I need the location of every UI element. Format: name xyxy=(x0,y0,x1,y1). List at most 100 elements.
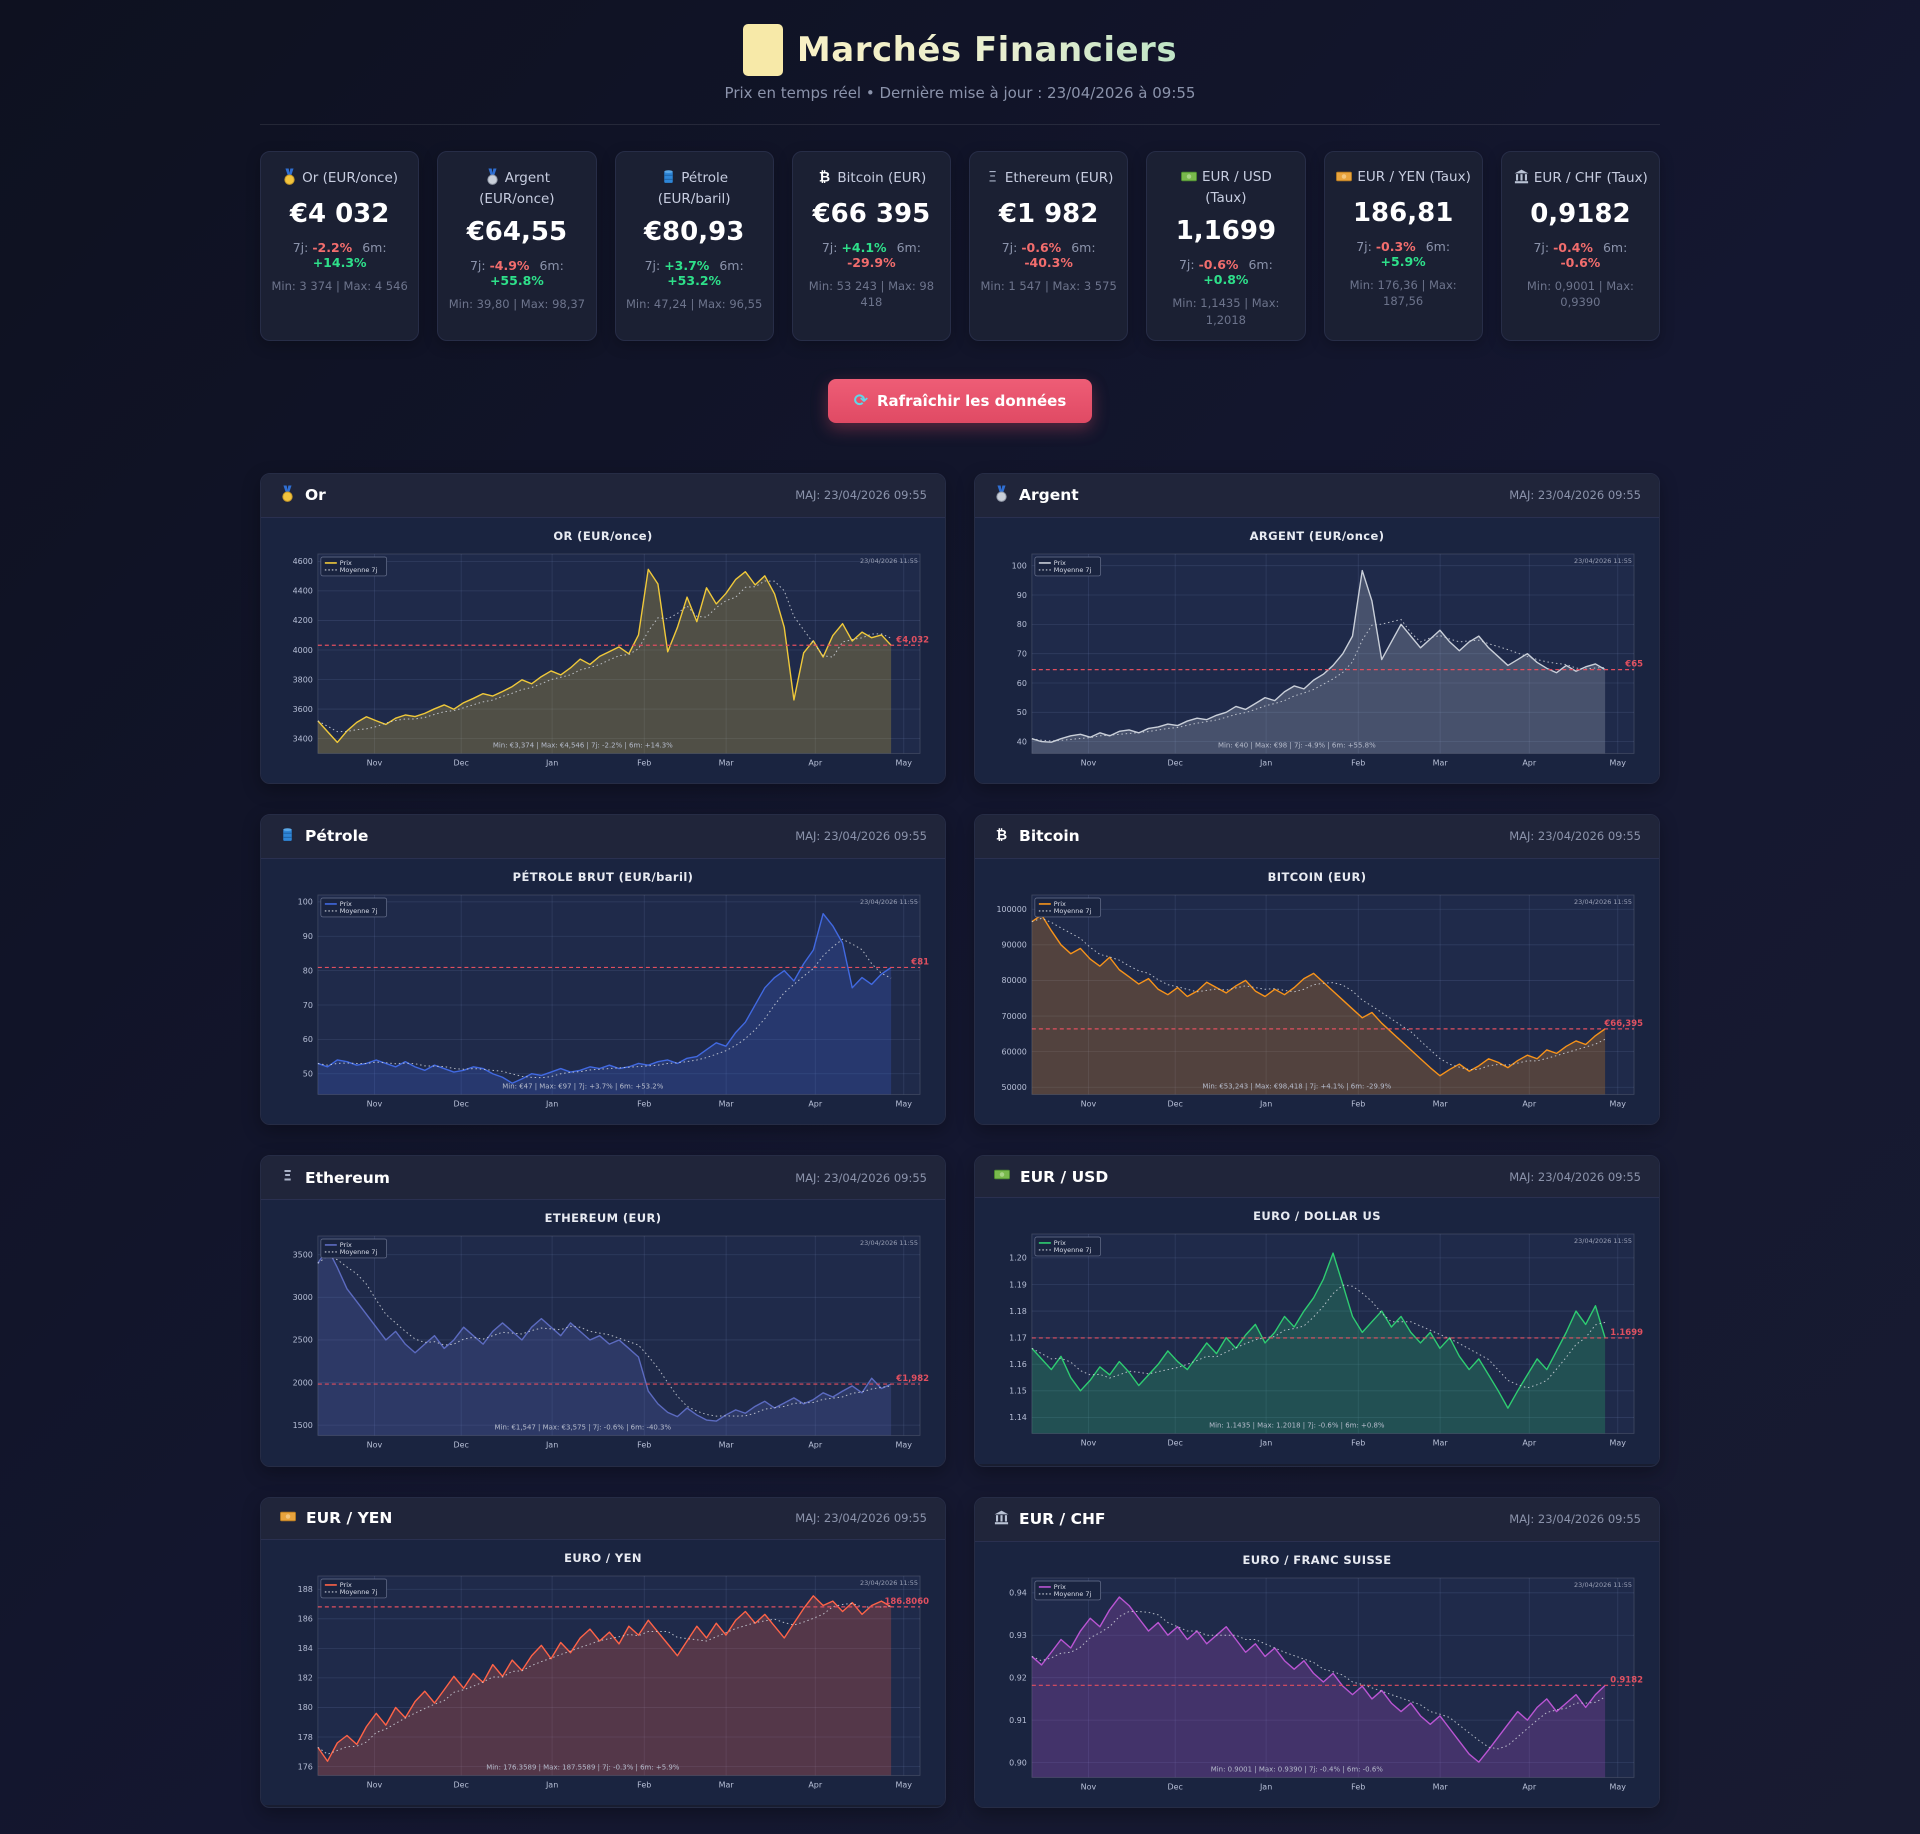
card-price: 1,1699 xyxy=(1175,216,1277,247)
svg-text:Dec: Dec xyxy=(453,758,468,767)
svg-text:0.92: 0.92 xyxy=(1009,1673,1027,1682)
card-minmax: Min: 1,1435 | Max: 1,2018 xyxy=(1172,296,1280,327)
card-changes: 7j: +3.7% 6m: +53.2% xyxy=(644,258,744,289)
svg-text:€1,982: €1,982 xyxy=(895,1373,929,1383)
svg-text:Prix: Prix xyxy=(1054,900,1066,908)
chart-figure: EURO / DOLLAR US Nov Dec Jan Feb Mar Apr May 1.… xyxy=(975,1198,1659,1464)
market-card: EUR / CHF (Taux) 0,9182 7j: -0.4% 6m: -0.… xyxy=(1500,151,1660,341)
svg-text:23/04/2026 11:55: 23/04/2026 11:55 xyxy=(1574,898,1632,906)
card-changes: 7j: +4.1% 6m: -29.9% xyxy=(821,240,921,271)
chart-title: OR (EUR/once) xyxy=(553,528,653,543)
card-minmax: Min: 53 243 | Max: 98 418 xyxy=(808,279,935,310)
card-title: Ξ Ethereum (EUR) xyxy=(980,168,1117,190)
price-chart: Nov Dec Jan Feb Mar Apr May 0.90 0.91 0.92 0.93 0.9… xyxy=(1009,1577,1643,1791)
chart-panel-header: Pétrole MAJ: 23/04/2026 09:55 xyxy=(261,814,945,859)
svg-text:Jan: Jan xyxy=(1259,758,1272,767)
svg-text:€4,032: €4,032 xyxy=(895,634,929,644)
svg-text:Jan: Jan xyxy=(1259,1782,1272,1791)
svg-text:100000: 100000 xyxy=(996,905,1026,914)
svg-text:Feb: Feb xyxy=(1351,1439,1365,1448)
svg-text:Dec: Dec xyxy=(1167,758,1182,767)
svg-text:Mar: Mar xyxy=(719,1099,735,1108)
chart-title: EURO / DOLLAR US xyxy=(1253,1209,1381,1224)
svg-text:176: 176 xyxy=(298,1762,313,1771)
chart-panel: Or MAJ: 23/04/2026 09:55 OR (EUR/once) N… xyxy=(260,472,946,784)
svg-text:May: May xyxy=(896,1780,913,1789)
chart-icon xyxy=(742,24,783,76)
card-price: €80,93 xyxy=(643,217,745,248)
card-changes: 7j: -0.6% 6m: +0.8% xyxy=(1178,257,1273,288)
svg-text:Jan: Jan xyxy=(545,1780,558,1789)
card-changes: 7j: -2.2% 6m: +14.3% xyxy=(292,240,387,271)
svg-text:23/04/2026 11:55: 23/04/2026 11:55 xyxy=(860,557,918,565)
chart-figure: EURO / YEN Nov Dec Jan Feb Mar Apr May 176 178 18… xyxy=(261,1539,945,1805)
charts-grid: Or MAJ: 23/04/2026 09:55 OR (EUR/once) N… xyxy=(260,472,1660,1808)
svg-text:60: 60 xyxy=(1017,678,1027,687)
svg-text:Ξ: Ξ xyxy=(283,1169,292,1185)
card-price: €1 982 xyxy=(998,199,1099,230)
card-title: EUR / YEN (Taux) xyxy=(1335,168,1472,189)
svg-text:Moyenne 7j: Moyenne 7j xyxy=(340,907,378,915)
svg-text:Prix: Prix xyxy=(340,900,352,908)
svg-text:Nov: Nov xyxy=(367,1780,383,1789)
bitcoin-icon: ₿ xyxy=(993,826,1010,847)
svg-text:60000: 60000 xyxy=(1002,1047,1027,1056)
market-card: Ξ Ethereum (EUR) €1 982 7j: -0.6% 6m: -40.… xyxy=(969,151,1129,341)
panel-updated-label: MAJ: 23/04/2026 09:55 xyxy=(795,488,927,503)
svg-text:1.1699: 1.1699 xyxy=(1610,1327,1643,1337)
svg-text:80000: 80000 xyxy=(1002,976,1027,985)
svg-text:2000: 2000 xyxy=(293,1379,313,1388)
panel-updated-label: MAJ: 23/04/2026 09:55 xyxy=(1509,1169,1641,1184)
chart-panel: EUR / USD MAJ: 23/04/2026 09:55 EURO / D… xyxy=(974,1155,1660,1467)
svg-text:Min: €47 | Max: €97 | 7j: +3.7: Min: €47 | Max: €97 | 7j: +3.7% | 6m: +5… xyxy=(502,1082,663,1090)
page-header: Marchés Financiers Prix en temps réel • … xyxy=(0,0,1920,102)
refresh-button[interactable]: ⟳ Rafraîchir les données xyxy=(827,378,1093,423)
svg-text:Nov: Nov xyxy=(1081,1782,1097,1791)
panel-title: Argent xyxy=(1019,486,1079,505)
svg-text:Moyenne 7j: Moyenne 7j xyxy=(1054,566,1092,574)
svg-text:Apr: Apr xyxy=(808,758,823,767)
svg-text:4000: 4000 xyxy=(293,645,313,654)
chart-panel-header: EUR / USD MAJ: 23/04/2026 09:55 xyxy=(975,1156,1659,1199)
svg-text:Prix: Prix xyxy=(340,1581,352,1589)
price-chart: Nov Dec Jan Feb Mar Apr May 1.14 1.15 1.16 1.17 1.1… xyxy=(1009,1233,1643,1448)
panel-updated-label: MAJ: 23/04/2026 09:55 xyxy=(1509,829,1641,844)
chart-panel: EUR / CHF MAJ: 23/04/2026 09:55 EURO / F… xyxy=(974,1496,1660,1808)
svg-text:23/04/2026 11:55: 23/04/2026 11:55 xyxy=(1574,1237,1632,1245)
svg-text:Jan: Jan xyxy=(1259,1099,1272,1108)
svg-text:Mar: Mar xyxy=(719,1441,735,1450)
refresh-icon: ⟳ xyxy=(853,390,868,411)
svg-text:Feb: Feb xyxy=(637,758,651,767)
svg-text:Prix: Prix xyxy=(1054,1583,1066,1591)
svg-text:Apr: Apr xyxy=(1522,1782,1537,1791)
svg-text:Feb: Feb xyxy=(1351,1782,1365,1791)
svg-text:23/04/2026 11:55: 23/04/2026 11:55 xyxy=(1574,1580,1632,1588)
svg-text:50: 50 xyxy=(303,1069,313,1078)
svg-text:3500: 3500 xyxy=(293,1251,313,1260)
svg-text:Min: €53,243 | Max: €98,418 |: Min: €53,243 | Max: €98,418 | 7j: +4.1% … xyxy=(1202,1082,1391,1090)
svg-text:Mar: Mar xyxy=(1433,1099,1449,1108)
svg-text:Prix: Prix xyxy=(340,1241,352,1249)
price-chart: Nov Dec Jan Feb Mar Apr May 50000 60000 70000 8000… xyxy=(996,894,1643,1108)
svg-text:3000: 3000 xyxy=(293,1293,313,1302)
panel-updated-label: MAJ: 23/04/2026 09:55 xyxy=(1509,1512,1641,1527)
svg-text:Min: 1.1435 | Max: 1.2018 | 7j: Min: 1.1435 | Max: 1.2018 | 7j: -0.6% | … xyxy=(1209,1422,1385,1430)
svg-text:4200: 4200 xyxy=(293,616,313,625)
svg-text:Ξ: Ξ xyxy=(988,169,997,185)
panel-title: EUR / USD xyxy=(1020,1167,1109,1186)
svg-text:40: 40 xyxy=(1017,737,1027,746)
svg-text:0.94: 0.94 xyxy=(1009,1588,1027,1597)
svg-text:May: May xyxy=(1610,1439,1627,1448)
chart-figure: ETHEREUM (EUR) Nov Dec Jan Feb Mar Apr May 1500… xyxy=(261,1200,945,1466)
svg-text:Prix: Prix xyxy=(340,559,352,567)
svg-text:Nov: Nov xyxy=(367,758,383,767)
svg-text:3400: 3400 xyxy=(293,734,313,743)
svg-text:178: 178 xyxy=(298,1732,313,1741)
market-card: EUR / YEN (Taux) 186,81 7j: -0.3% 6m: +5.… xyxy=(1323,151,1483,341)
svg-text:Min: 176.3589 | Max: 187.5589: Min: 176.3589 | Max: 187.5589 | 7j: -0.3… xyxy=(486,1763,680,1771)
card-minmax: Min: 3 374 | Max: 4 546 xyxy=(271,279,408,294)
price-chart: Nov Dec Jan Feb Mar Apr May 3400 3600 3800 4000 420… xyxy=(293,553,929,767)
svg-text:2500: 2500 xyxy=(293,1336,313,1345)
svg-text:90000: 90000 xyxy=(1002,941,1027,950)
panel-updated-label: MAJ: 23/04/2026 09:55 xyxy=(1509,488,1641,503)
